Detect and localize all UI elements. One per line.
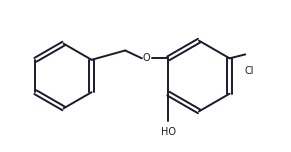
Text: Cl: Cl (244, 66, 253, 76)
Text: HO: HO (161, 127, 176, 137)
Text: O: O (143, 53, 151, 63)
